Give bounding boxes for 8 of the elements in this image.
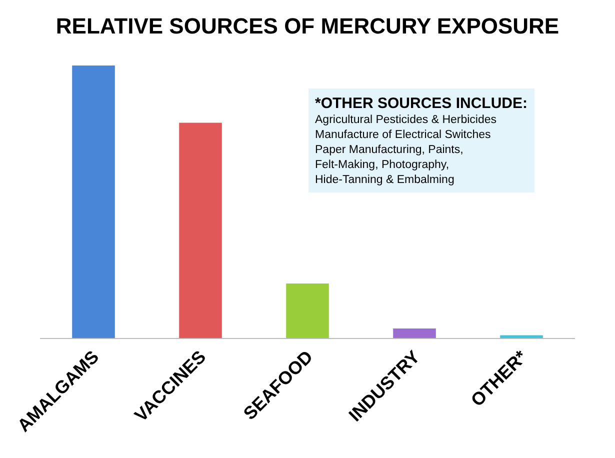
annotation: Agricultural Pesticides & Herbicides Manufacture of Electrical Switches Paper Manufacturing, Paints, Felt-Making, Photography, Hide-Tanning & Embalming bbox=[315, 114, 497, 186]
chart-title: RELATIVE SOURCES OF MERCURY EXPOSURE bbox=[56, 14, 560, 39]
bar bbox=[179, 122, 222, 338]
bar bbox=[393, 328, 436, 338]
bar bbox=[500, 335, 543, 338]
bar bbox=[286, 283, 329, 338]
bar bbox=[72, 65, 115, 338]
annotation: *OTHER SOURCES INCLUDE: bbox=[315, 95, 528, 112]
